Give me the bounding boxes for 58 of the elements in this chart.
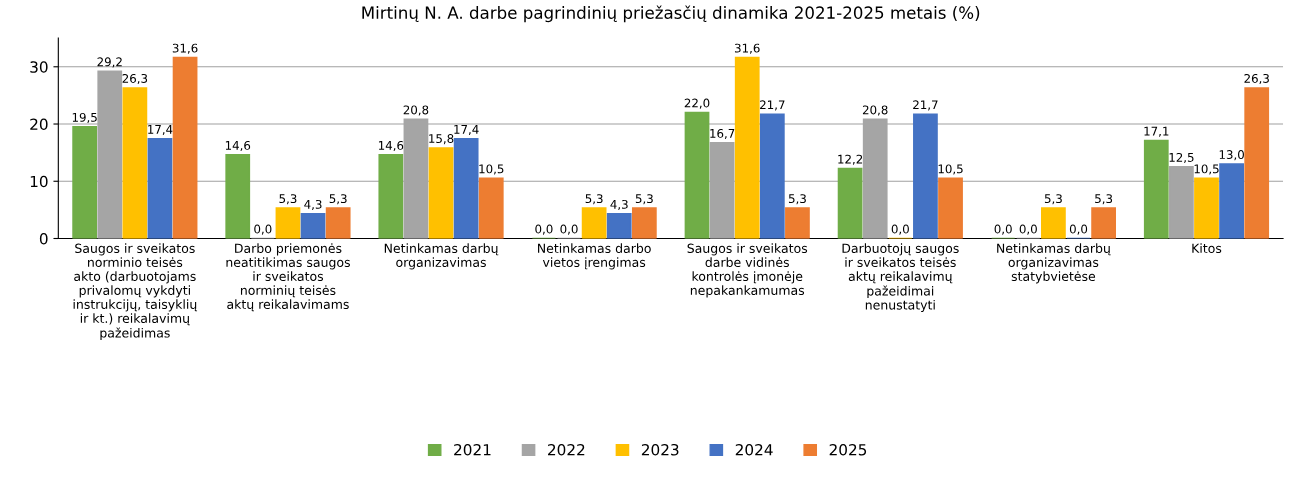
data-label: 21,7 <box>760 100 785 111</box>
data-label: 17,1 <box>1144 126 1169 137</box>
data-label: 0,0 <box>1069 224 1088 235</box>
data-label: 12,2 <box>838 154 863 165</box>
data-label: 4,3 <box>610 199 628 211</box>
x-tick-label: Netinkamas darbų organizavimas statybvietėse <box>997 243 1111 284</box>
data-label: 0,0 <box>560 224 578 235</box>
data-label: 20,8 <box>403 105 429 116</box>
data-label: 21,7 <box>913 100 938 111</box>
data-label: 5,3 <box>1095 194 1113 205</box>
data-label: 13,0 <box>1219 150 1244 161</box>
data-label: 12,5 <box>1169 152 1194 164</box>
data-label: 17,4 <box>454 125 479 136</box>
y-tick-label: 10 <box>30 175 48 188</box>
y-tick-label: 20 <box>30 118 48 131</box>
data-label: 10,5 <box>1194 164 1219 175</box>
data-label: 0,0 <box>994 224 1012 235</box>
data-label: 0,0 <box>1019 224 1037 235</box>
data-label: 26,3 <box>1244 73 1269 85</box>
data-label: 5,3 <box>1044 194 1062 205</box>
data-label: 14,6 <box>225 140 251 152</box>
x-tick-label: Netinkamas darbų organizavimas <box>384 243 499 270</box>
data-label: 17,4 <box>148 125 173 136</box>
legend-label: 2025 <box>829 443 867 456</box>
legend-label: 2021 <box>454 443 491 456</box>
data-label: 31,6 <box>172 43 198 54</box>
data-label: 4,3 <box>304 199 322 211</box>
data-label: 14,6 <box>378 140 404 152</box>
data-label: 5,3 <box>635 194 653 205</box>
data-label: 5,3 <box>279 194 297 205</box>
data-label: 22,0 <box>684 98 710 109</box>
data-label: 15,8 <box>429 134 454 145</box>
legend-label: 2024 <box>735 443 773 456</box>
data-label: 0,0 <box>891 224 909 235</box>
y-tick-label: 0 <box>39 232 48 245</box>
data-label: 26,3 <box>122 73 148 85</box>
y-tick-label: 30 <box>30 61 48 73</box>
data-label: 0,0 <box>535 224 553 235</box>
x-tick-label: Darbo priemonės neatitikimas saugos ir sveikatos norminių teisės aktų reikalavimams <box>226 243 350 312</box>
x-tick-label: Darbuotojų saugos ir sveikatos teisės aktų reikalavimų pažeidimai nenustatyti <box>842 243 959 313</box>
data-label: 10,5 <box>938 164 963 175</box>
data-label: 31,6 <box>734 43 760 54</box>
x-tick-label: Saugos ir sveikatos norminio teisės akto (darbuotojams privalomų vykdyti instrukcijų, taisyklių ir kt.) reikalavimų pažeidimas <box>73 243 198 341</box>
x-tick-label: Saugos ir sveikatos darbe vidinės kontrolės įmonėje nepakankamumas <box>687 243 808 298</box>
data-label: 10,5 <box>479 164 504 175</box>
data-label: 0,0 <box>254 224 272 235</box>
legend-label: 2023 <box>641 443 679 456</box>
data-label: 16,7 <box>710 128 735 140</box>
data-label: 20,8 <box>862 105 888 116</box>
legend-label: 2022 <box>548 443 585 456</box>
data-label: 5,3 <box>329 194 347 205</box>
data-label: 29,2 <box>97 57 122 68</box>
data-label: 5,3 <box>788 194 806 205</box>
chart-title: Mirtinų N. A. darbe pagrindinių priežasčių dinamika 2021-2025 metais (%) <box>362 5 980 23</box>
x-tick-label: Netinkamas darbo vietos įrengimas <box>538 243 651 270</box>
data-label: 5,3 <box>585 194 603 205</box>
data-label: 19,5 <box>72 112 97 124</box>
x-tick-label: Kitos <box>1192 243 1222 254</box>
